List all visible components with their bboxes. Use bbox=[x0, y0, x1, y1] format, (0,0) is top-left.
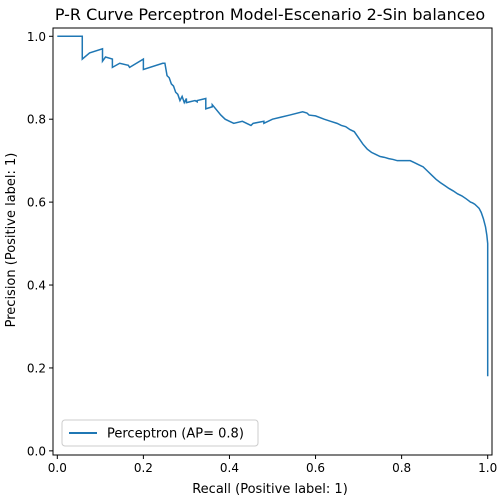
axes-frame bbox=[52, 27, 493, 456]
x-tick-label: 0.0 bbox=[48, 461, 67, 475]
legend: Perceptron (AP= 0.8) bbox=[61, 419, 259, 447]
legend-box bbox=[61, 419, 259, 447]
x-tick-label: 0.4 bbox=[220, 461, 239, 475]
plot-area bbox=[52, 27, 493, 456]
x-axis: 0.0 0.2 0.4 0.6 0.8 1.0 bbox=[48, 455, 497, 475]
y-tick-label: 0.2 bbox=[27, 361, 46, 375]
y-tick-label: 0.8 bbox=[27, 113, 46, 127]
series-line-0 bbox=[57, 35, 489, 377]
x-axis-label: Recall (Positive label: 1) bbox=[192, 482, 348, 497]
x-tick-label: 0.8 bbox=[392, 461, 411, 475]
y-tick-label: 0.6 bbox=[27, 196, 46, 210]
x-tick-label: 0.2 bbox=[134, 461, 153, 475]
chart-title: P-R Curve Perceptron Model-Escenario 2-S… bbox=[55, 5, 485, 24]
y-tick-label: 1.0 bbox=[27, 30, 46, 44]
legend-label: Perceptron (AP= 0.8) bbox=[107, 427, 244, 442]
y-axis-label: Precision (Positive label: 1) bbox=[4, 153, 19, 328]
x-tick-label: 1.0 bbox=[478, 461, 497, 475]
y-tick-label: 0.0 bbox=[27, 444, 46, 458]
x-tick-label: 0.6 bbox=[306, 461, 325, 475]
y-axis: 0.0 0.2 0.4 0.6 0.8 1.0 bbox=[27, 30, 53, 458]
y-tick-label: 0.4 bbox=[27, 279, 46, 293]
